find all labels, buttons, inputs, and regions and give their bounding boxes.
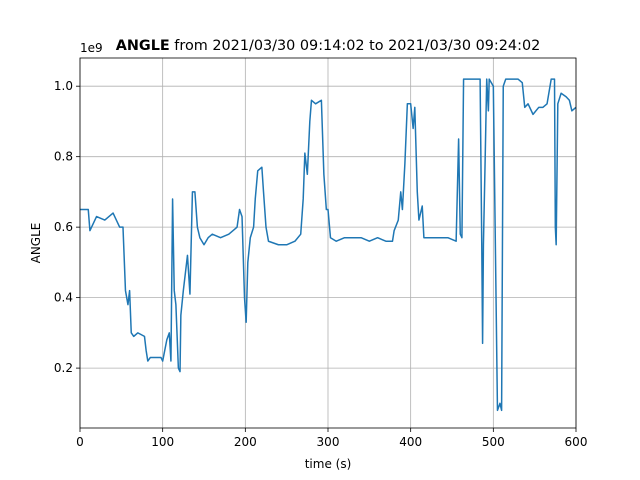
plot-frame: [79, 57, 577, 429]
x-tick-label: 500: [482, 435, 505, 449]
y-tick-label: 1.0: [54, 79, 73, 93]
title-text: from 2021/03/30 09:14:02 to 2021/03/30 0…: [174, 38, 540, 54]
y-axis-label: ANGLE: [29, 223, 43, 264]
y-tick-label: 0.4: [54, 291, 73, 305]
x-axis-label: time (s): [305, 457, 352, 471]
x-tick-label: 100: [151, 435, 174, 449]
chart-title: ANGLE from 2021/03/30 09:14:02 to 2021/0…: [116, 38, 541, 54]
y-tick-label: 0.6: [54, 220, 73, 234]
y-offset-label: 1e9: [80, 41, 103, 55]
x-tick-label: 400: [399, 435, 422, 449]
title-bold: ANGLE: [116, 38, 170, 54]
data-line: [80, 78, 576, 412]
y-tick-label: 0.2: [54, 361, 73, 375]
x-tick-label: 600: [565, 435, 588, 449]
x-tick-label: 300: [317, 435, 340, 449]
y-tick-label: 0.8: [54, 150, 73, 164]
x-tick-label: 200: [234, 435, 257, 449]
x-tick-label: 0: [76, 435, 84, 449]
